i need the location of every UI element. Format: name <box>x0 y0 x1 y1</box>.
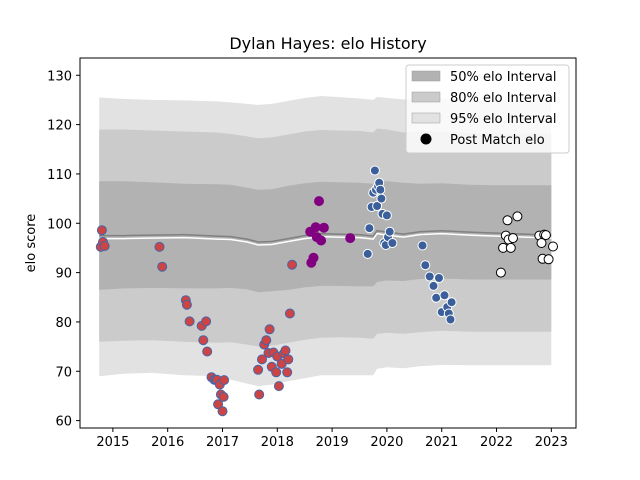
data-point <box>445 314 456 325</box>
data-point <box>439 290 450 301</box>
legend-label: 95% elo Interval <box>450 112 557 127</box>
data-point <box>201 316 212 327</box>
y-tick-label: 100 <box>47 217 72 232</box>
y-tick-label: 60 <box>55 415 72 430</box>
data-point <box>154 241 165 252</box>
data-point <box>264 324 275 335</box>
data-point <box>181 299 192 310</box>
plot-frame <box>79 57 577 429</box>
data-point <box>372 201 383 211</box>
data-point <box>280 345 291 356</box>
data-point <box>495 267 506 278</box>
data-point <box>217 406 228 417</box>
y-tick-label: 80 <box>55 316 72 331</box>
x-tick-label: 2018 <box>261 435 294 450</box>
data-point <box>362 248 373 259</box>
data-point <box>257 354 267 365</box>
x-axis: 2015 2016 2017 2018 2019 2020 2021 2022 2023 <box>96 428 568 450</box>
data-point <box>345 233 356 244</box>
data-point <box>505 242 516 253</box>
x-tick-label: 2023 <box>535 435 568 450</box>
legend-swatch <box>411 112 441 124</box>
data-point <box>540 230 551 241</box>
y-axis: 60 70 80 90 100 110 120 130 <box>47 69 80 430</box>
legend-box <box>405 64 570 154</box>
data-point <box>218 391 229 402</box>
data-point <box>314 196 324 207</box>
data-point <box>198 335 209 346</box>
x-tick-label: 2015 <box>96 435 129 450</box>
data-point <box>375 184 386 195</box>
data-point <box>261 335 272 346</box>
data-point <box>310 222 321 233</box>
legend-swatch <box>411 70 441 82</box>
chart-title: Dylan Hayes: elo History <box>229 34 426 53</box>
data-point <box>213 399 224 410</box>
data-point <box>99 241 110 251</box>
y-tick-label: 90 <box>55 267 72 282</box>
data-point <box>384 226 395 237</box>
x-tick-label: 2021 <box>425 435 458 450</box>
data-point <box>434 273 444 283</box>
data-point <box>157 261 168 272</box>
data-point <box>548 241 558 252</box>
data-point <box>446 297 457 308</box>
data-point <box>219 375 230 386</box>
data-point <box>283 354 294 365</box>
y-axis-label: elo score <box>24 214 39 273</box>
x-tick-label: 2016 <box>151 435 184 450</box>
median-highlight-path <box>99 232 552 246</box>
median-path <box>99 229 552 243</box>
data-point <box>512 211 523 222</box>
legend-label: Post Match elo <box>450 133 545 148</box>
data-point <box>271 367 282 378</box>
data-point <box>424 271 435 282</box>
data-point <box>543 254 554 265</box>
y-tick-label: 130 <box>47 69 72 84</box>
data-point <box>273 381 284 392</box>
data-point <box>364 223 375 234</box>
median-line <box>99 229 552 246</box>
y-tick-label: 120 <box>47 119 72 134</box>
data-point <box>376 193 387 204</box>
data-point <box>202 346 213 357</box>
data-point <box>282 367 293 378</box>
x-tick-label: 2019 <box>316 435 349 450</box>
data-point <box>253 364 264 375</box>
legend-marker <box>420 133 432 145</box>
legend: 50% elo Interval 80% elo Interval 95% elo … <box>405 64 570 154</box>
data-point <box>420 260 431 271</box>
x-tick-label: 2017 <box>206 435 239 450</box>
data-point <box>428 280 439 291</box>
data-point <box>502 215 513 226</box>
legend-swatch <box>411 91 441 103</box>
data-point <box>381 210 392 221</box>
legend-label: 80% elo Interval <box>450 91 557 106</box>
data-point <box>508 233 518 244</box>
data-point <box>387 238 398 248</box>
legend-label: 50% elo Interval <box>450 70 557 85</box>
y-tick-label: 70 <box>55 365 72 380</box>
data-point <box>417 240 428 251</box>
data-point <box>184 316 195 327</box>
data-point <box>431 292 442 303</box>
data-point <box>287 259 298 270</box>
data-point <box>308 252 319 263</box>
data-point <box>318 222 329 233</box>
data-point <box>369 165 380 176</box>
data-point <box>96 225 107 236</box>
y-tick-label: 110 <box>47 168 72 183</box>
x-tick-label: 2022 <box>480 435 513 450</box>
data-point <box>284 308 295 319</box>
x-tick-label: 2020 <box>370 435 403 450</box>
post-match-points <box>95 165 558 417</box>
interval-bands <box>99 96 552 387</box>
data-point <box>316 235 327 246</box>
data-point <box>254 389 265 400</box>
